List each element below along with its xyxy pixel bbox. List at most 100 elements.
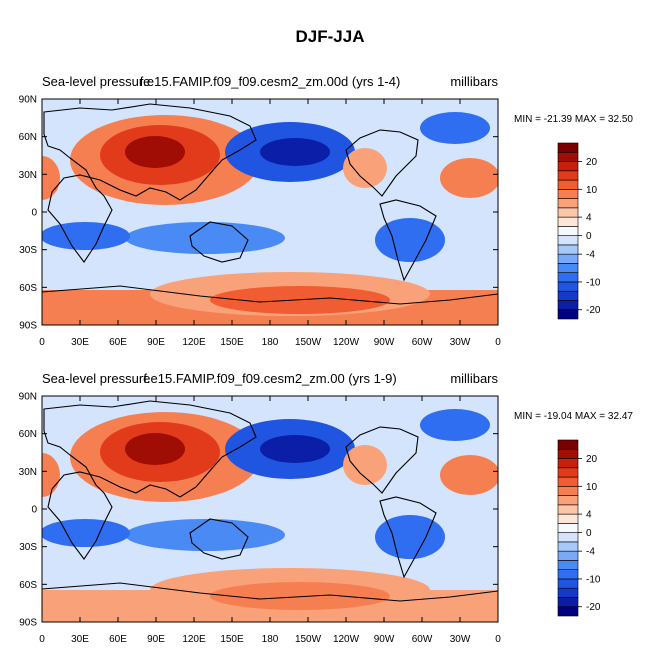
colorbar-label: -20 <box>586 305 601 316</box>
x-tick-label: 150E <box>220 337 244 348</box>
panel-1-field <box>42 99 498 325</box>
panel-1-north-america-high <box>343 148 387 188</box>
colorbar-box <box>557 458 579 469</box>
colorbar-box <box>557 161 579 172</box>
y-tick-label: 60S <box>19 580 37 591</box>
x-tick-label: 0 <box>495 634 501 645</box>
colorbar-label: 20 <box>586 454 598 465</box>
colorbar-box <box>557 467 579 478</box>
panel-1-x-axis: 0 30E 60E 90E 120E 150E 180 150W 120W 90W 60W 30W 0 <box>39 99 501 348</box>
x-tick-label: 120W <box>333 634 360 645</box>
colorbar-box <box>557 253 579 264</box>
panel-2-x-axis: 0 30E 60E 90E 120E 150E 180 150W 120W 90W 60W 30W 0 <box>39 396 501 645</box>
x-tick-label: 30E <box>71 634 89 645</box>
colorbar-label: 10 <box>586 185 598 196</box>
panel-2-atlantic-high-wrap <box>42 453 60 497</box>
colorbar-box <box>557 300 579 311</box>
panel-1-stats: MIN = -21.39 MAX = 32.50 <box>514 114 633 125</box>
panel-1-aleutian-low-core <box>260 138 330 166</box>
colorbar-box <box>557 216 579 227</box>
y-tick-label: 30N <box>19 170 37 181</box>
x-tick-label: 60W <box>412 337 433 348</box>
x-tick-label: 90W <box>374 634 395 645</box>
x-tick-label: 150E <box>220 634 244 645</box>
panel-1-icelandic-low <box>420 112 490 144</box>
colorbar-box <box>557 587 579 598</box>
x-tick-label: 120W <box>333 337 360 348</box>
colorbar-label: 4 <box>586 213 592 224</box>
colorbar-box <box>557 606 579 617</box>
colorbar-box <box>557 541 579 552</box>
colorbar-label: 0 <box>586 528 592 539</box>
colorbar-box <box>557 198 579 209</box>
colorbar-box <box>557 207 579 218</box>
x-tick-label: 60E <box>109 337 127 348</box>
colorbar-label: 20 <box>586 157 598 168</box>
panel-1-units: millibars <box>450 74 498 89</box>
y-tick-label: 30S <box>19 245 37 256</box>
panel-2-atlantic-high <box>440 455 498 495</box>
panel-2-title-center: f.e15.FAMIP.f09_f09.cesm2_zm.00 (yrs 1-9… <box>143 371 396 386</box>
colorbar-box <box>557 235 579 246</box>
colorbar-box <box>557 281 579 292</box>
x-tick-label: 90E <box>147 634 165 645</box>
panel-2-southern-low-australia <box>125 519 285 551</box>
panel-2-southern-low-america <box>375 515 445 559</box>
panel-1-title-left: Sea-level pressure <box>42 74 150 89</box>
x-tick-label: 0 <box>39 634 45 645</box>
panel-1-colorbar: 20 10 4 0 -4 -10 -20 <box>557 142 601 320</box>
x-tick-label: 0 <box>39 337 45 348</box>
panel-1-southern-low-america <box>375 218 445 262</box>
colorbar-label: -10 <box>586 277 601 288</box>
x-tick-label: 180 <box>262 337 279 348</box>
panel-1-coastlines <box>42 103 498 305</box>
x-tick-label: 150W <box>295 634 322 645</box>
colorbar-box <box>557 578 579 589</box>
x-tick-label: 150W <box>295 337 322 348</box>
y-tick-label: 90N <box>19 95 37 106</box>
colorbar-label: 0 <box>586 231 592 242</box>
panel-2-units: millibars <box>450 371 498 386</box>
colorbar-box <box>557 226 579 236</box>
y-tick-label: 60N <box>19 429 37 440</box>
colorbar-label: -4 <box>586 547 595 558</box>
figure-title: DJF-JJA <box>296 27 365 46</box>
panel-2-north-america-high <box>343 445 387 485</box>
colorbar-label: -4 <box>586 250 595 261</box>
panel-1-atlantic-high <box>440 158 498 198</box>
panel-2-icelandic-low <box>420 409 490 441</box>
colorbar-label: 4 <box>586 510 592 521</box>
x-tick-label: 30W <box>450 337 471 348</box>
colorbar-box <box>557 486 579 496</box>
map-panel-2: Sea-level pressure f.e15.FAMIP.f09_f09.c… <box>19 371 634 645</box>
colorbar-label: 10 <box>586 482 598 493</box>
colorbar-box <box>557 550 579 561</box>
colorbar-box <box>557 263 579 273</box>
x-tick-label: 30W <box>450 634 471 645</box>
colorbar-box <box>557 189 579 199</box>
panel-1-atlantic-high-wrap <box>42 156 60 200</box>
colorbar-box <box>557 170 579 181</box>
x-tick-label: 60W <box>412 634 433 645</box>
colorbar-box <box>557 151 579 162</box>
panel-2-title-left: Sea-level pressure <box>42 371 150 386</box>
colorbar-box <box>557 504 579 515</box>
colorbar-box <box>557 597 579 608</box>
y-tick-label: 30S <box>19 542 37 553</box>
x-tick-label: 60E <box>109 634 127 645</box>
colorbar-box <box>557 476 579 487</box>
colorbar-box <box>557 272 579 283</box>
panel-2-south-pacific-high-core <box>210 582 390 610</box>
y-tick-label: 30N <box>19 467 37 478</box>
colorbar-box <box>557 290 579 301</box>
y-tick-label: 90S <box>19 321 37 332</box>
colorbar-box <box>557 179 579 190</box>
colorbar-box <box>557 569 579 580</box>
map-panel-1: Sea-level pressure f.e15.FAMIP.f09_f09.c… <box>19 74 634 348</box>
x-tick-label: 30E <box>71 337 89 348</box>
x-tick-label: 120E <box>182 337 206 348</box>
panel-1-y-axis: 90N 60N 30N 0 30S 60S 90S <box>19 95 498 332</box>
panel-1-siberian-high-core <box>125 136 185 168</box>
y-tick-label: 60N <box>19 132 37 143</box>
